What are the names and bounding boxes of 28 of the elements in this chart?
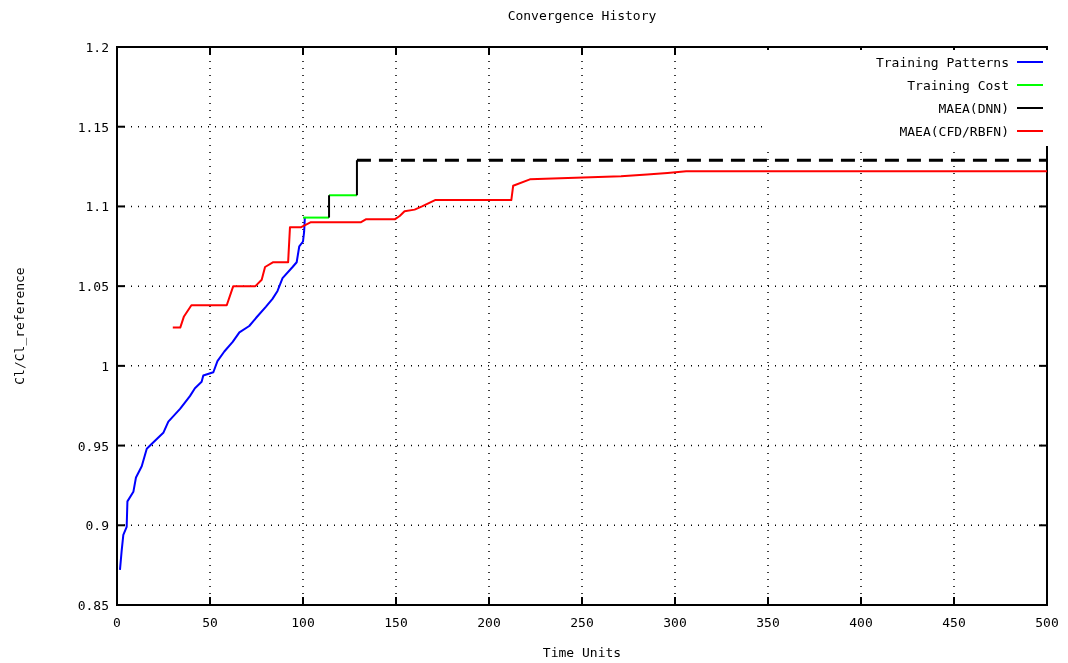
x-tick-label: 200 [477, 615, 501, 630]
y-tick-label: 1.15 [77, 119, 109, 135]
y-axis-title: Cl/Cl_reference [12, 267, 27, 385]
y-tick-label: 0.95 [77, 438, 109, 454]
chart-title: Convergence History [507, 8, 657, 23]
line-series [171, 170, 1048, 329]
y-tick-label: 1.05 [77, 279, 109, 295]
y-tick-label: 0.9 [85, 518, 109, 534]
legend-label: Training Cost [907, 78, 1009, 93]
x-tick-label: 50 [202, 615, 218, 630]
x-tick-label: 500 [1035, 615, 1059, 630]
legend-label: MAEA(CFD/RBFN) [899, 124, 1009, 139]
x-tick-label: 350 [756, 615, 780, 630]
x-tick-label: 400 [849, 615, 873, 630]
x-tick-label: 150 [384, 615, 408, 630]
x-tick-label: 0 [113, 615, 121, 630]
legend-label: Training Patterns [875, 55, 1009, 70]
y-tick-label: 1.1 [85, 199, 109, 215]
legend-label: MAEA(DNN) [938, 101, 1009, 116]
x-tick-label: 100 [291, 615, 315, 630]
y-tick-label: 1 [101, 358, 109, 374]
x-tick-label: 450 [942, 615, 966, 630]
x-tick-label: 250 [570, 615, 594, 630]
y-tick-label: 1.2 [85, 40, 109, 55]
x-axis-title: Time Units [542, 645, 622, 660]
y-tick-label: 0.85 [77, 598, 109, 613]
x-tick-label: 300 [663, 615, 687, 630]
line-series [118, 216, 306, 571]
